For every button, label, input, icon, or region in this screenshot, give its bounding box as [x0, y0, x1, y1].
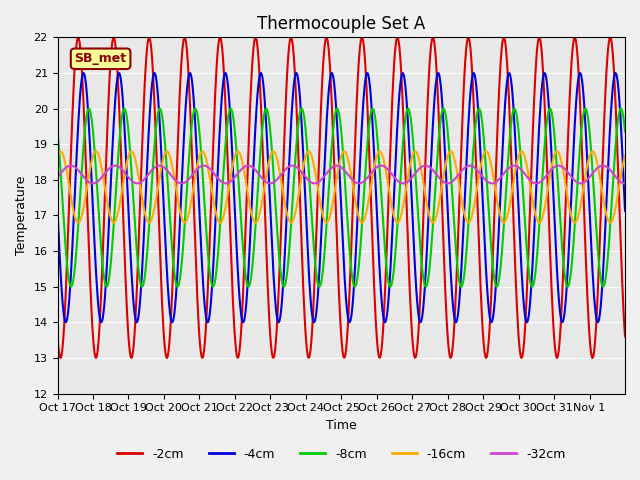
-32cm — [54, 174, 61, 180]
-16cm — [253, 218, 261, 224]
-16cm — [57, 148, 65, 154]
Line: -32cm: -32cm — [58, 166, 625, 183]
-8cm — [253, 207, 260, 213]
Y-axis label: Temperature: Temperature — [15, 176, 28, 255]
-16cm — [401, 195, 408, 201]
-16cm — [121, 170, 129, 176]
-32cm — [400, 180, 408, 186]
Line: -4cm: -4cm — [58, 73, 625, 323]
-4cm — [226, 108, 234, 114]
-8cm — [298, 106, 305, 111]
Line: -16cm: -16cm — [58, 151, 625, 223]
Legend: -2cm, -4cm, -8cm, -16cm, -32cm: -2cm, -4cm, -8cm, -16cm, -32cm — [112, 443, 570, 466]
-8cm — [621, 129, 629, 134]
Text: SB_met: SB_met — [74, 52, 127, 65]
Line: -2cm: -2cm — [58, 37, 625, 358]
-2cm — [121, 258, 129, 264]
-4cm — [254, 85, 262, 91]
-2cm — [54, 334, 61, 339]
-8cm — [401, 117, 409, 122]
X-axis label: Time: Time — [326, 419, 356, 432]
-2cm — [225, 201, 233, 207]
-2cm — [275, 286, 283, 291]
-32cm — [253, 168, 260, 174]
-8cm — [225, 113, 232, 119]
-2cm — [401, 145, 408, 151]
-8cm — [120, 106, 128, 111]
-32cm — [274, 176, 282, 181]
-16cm — [433, 213, 440, 219]
-4cm — [401, 82, 409, 88]
-16cm — [621, 153, 629, 159]
-8cm — [433, 158, 441, 164]
-2cm — [253, 42, 261, 48]
-32cm — [432, 170, 440, 176]
-16cm — [606, 220, 614, 226]
-4cm — [150, 70, 158, 76]
-2cm — [57, 355, 65, 361]
Title: Thermocouple Set A: Thermocouple Set A — [257, 15, 426, 33]
-8cm — [280, 284, 288, 289]
-4cm — [276, 318, 284, 324]
-4cm — [621, 208, 629, 214]
-16cm — [225, 183, 233, 189]
-4cm — [433, 72, 441, 78]
-32cm — [532, 180, 540, 186]
-2cm — [621, 334, 629, 339]
-16cm — [275, 164, 283, 169]
-32cm — [555, 163, 563, 168]
-8cm — [54, 129, 61, 134]
-32cm — [120, 169, 128, 175]
-2cm — [433, 63, 440, 69]
-4cm — [54, 208, 61, 214]
-32cm — [621, 180, 629, 186]
-4cm — [120, 118, 128, 123]
-2cm — [606, 35, 614, 40]
-8cm — [274, 239, 282, 245]
Line: -8cm: -8cm — [58, 108, 625, 287]
-4cm — [168, 320, 176, 325]
-16cm — [54, 153, 61, 159]
-32cm — [225, 180, 232, 186]
